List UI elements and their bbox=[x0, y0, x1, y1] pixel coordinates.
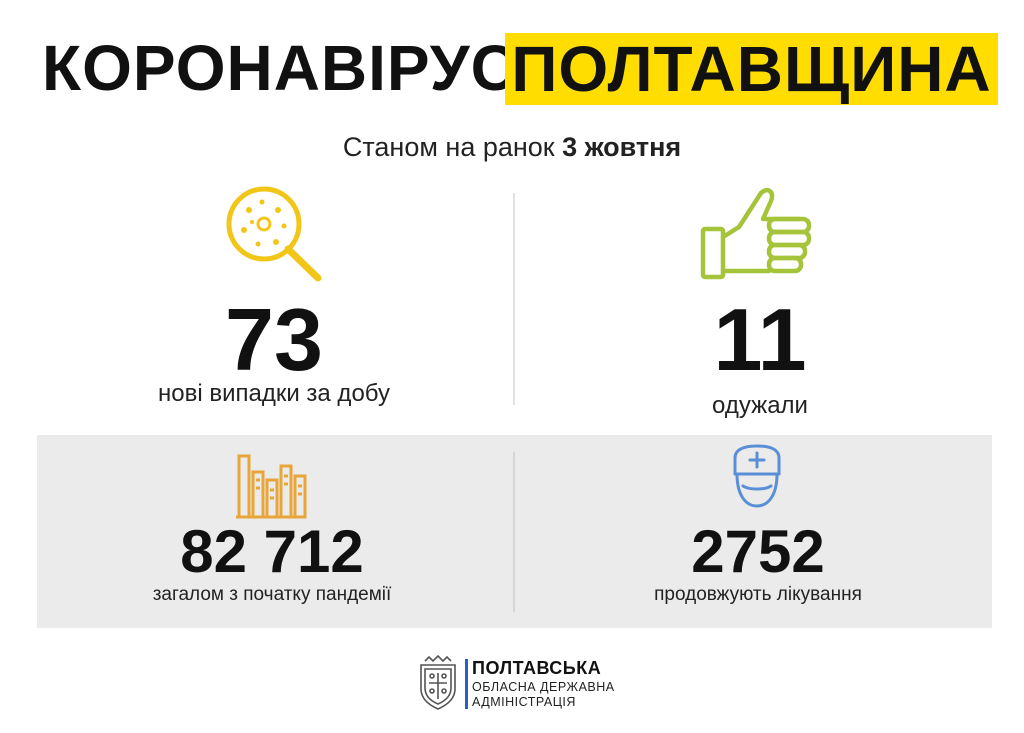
footer-line3: АДМІНІСТРАЦІЯ bbox=[472, 695, 576, 710]
footer-text: ПОЛТАВСЬКА ОБЛАСНА ДЕРЖАВНА АДМІНІСТРАЦІ… bbox=[472, 659, 642, 709]
bar-chart-icon bbox=[234, 450, 308, 520]
footer-accent-bar bbox=[465, 659, 468, 709]
vertical-divider-top bbox=[513, 193, 515, 405]
title-right: ПОЛТАВЩИНА bbox=[511, 33, 992, 105]
recovered-value: 11 bbox=[713, 290, 807, 389]
treatment-value: 2752 bbox=[691, 518, 825, 585]
title-left: КОРОНАВІРУС. bbox=[42, 32, 537, 104]
coat-of-arms-icon bbox=[415, 654, 461, 711]
footer-line1: ПОЛТАВСЬКА bbox=[472, 658, 602, 678]
recovered-label: одужали bbox=[712, 392, 808, 419]
total-value: 82 712 bbox=[180, 518, 364, 585]
subtitle: Станом на ранок 3 жовтня bbox=[0, 132, 1024, 163]
new-cases-value: 73 bbox=[225, 290, 323, 389]
footer-line2: ОБЛАСНА ДЕРЖАВНА bbox=[472, 679, 615, 694]
vertical-divider-bottom bbox=[513, 452, 515, 612]
total-label: загалом з початку пандемії bbox=[152, 584, 392, 605]
virus-magnifier-icon bbox=[222, 182, 326, 286]
treatment-label: продовжують лікування bbox=[654, 584, 862, 605]
new-cases-label: нові випадки за добу bbox=[157, 380, 391, 407]
subtitle-prefix: Станом на ранок bbox=[342, 132, 555, 162]
title-highlight: ПОЛТАВЩИНА bbox=[505, 33, 998, 105]
thumbs-up-icon bbox=[699, 185, 817, 283]
doctor-icon bbox=[729, 444, 785, 510]
subtitle-date: 3 жовтня bbox=[562, 132, 682, 162]
